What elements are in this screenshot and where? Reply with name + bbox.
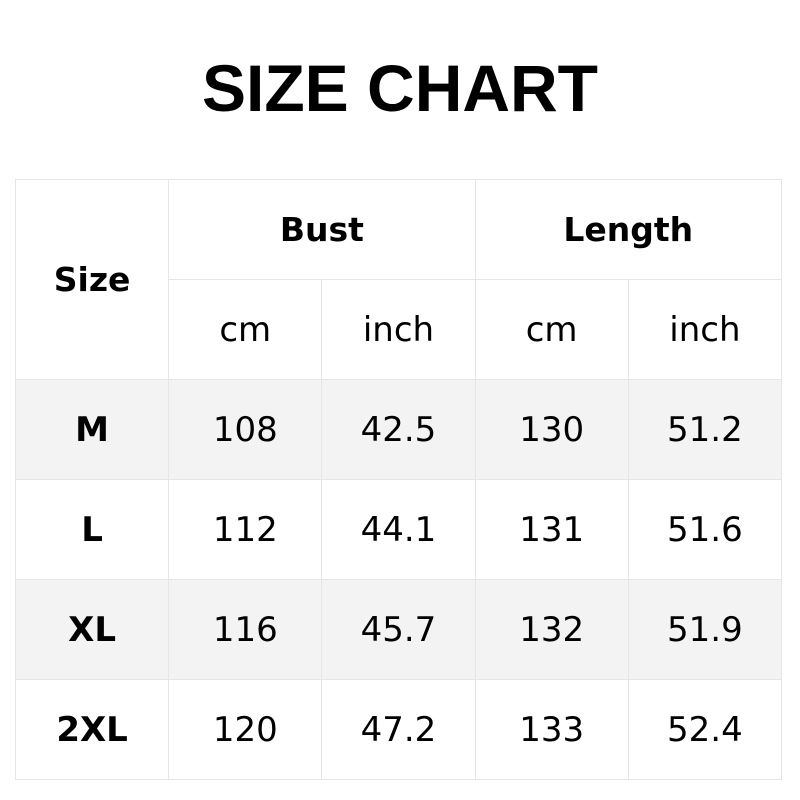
page-title: SIZE CHART [202,51,598,125]
header-length-inch: inch [627,279,783,380]
cell-bust-in: 44.1 [321,479,476,580]
cell-size: XL [14,579,170,680]
cell-bust-cm: 108 [168,379,323,480]
header-bust: Bust [168,179,476,280]
cell-len-in: 52.4 [627,679,783,780]
table-row: 2XL 120 47.2 133 52.4 [14,679,783,780]
cell-len-cm: 133 [474,679,629,780]
cell-len-cm: 132 [474,579,629,680]
cell-size: M [14,379,170,480]
cell-len-cm: 130 [474,379,629,480]
cell-bust-cm: 116 [168,579,323,680]
table-row: M 108 42.5 130 51.2 [14,379,783,480]
header-size: Size [14,179,170,380]
table-row: XL 116 45.7 132 51.9 [14,579,783,680]
cell-size: L [14,479,170,580]
cell-len-in: 51.9 [627,579,783,680]
cell-bust-cm: 120 [168,679,323,780]
size-table: Size Bust Length cm inch cm inch M 108 42.… [14,179,783,780]
header-bust-cm: cm [168,279,323,380]
header-length-cm: cm [474,279,629,380]
table-row: L 112 44.1 131 51.6 [14,479,783,580]
cell-bust-in: 42.5 [321,379,476,480]
cell-len-in: 51.6 [627,479,783,580]
cell-bust-in: 47.2 [321,679,476,780]
cell-size: 2XL [14,679,170,780]
cell-bust-in: 45.7 [321,579,476,680]
header-bust-inch: inch [321,279,476,380]
cell-bust-cm: 112 [168,479,323,580]
cell-len-cm: 131 [474,479,629,580]
header-length: Length [474,179,783,280]
cell-len-in: 51.2 [627,379,783,480]
